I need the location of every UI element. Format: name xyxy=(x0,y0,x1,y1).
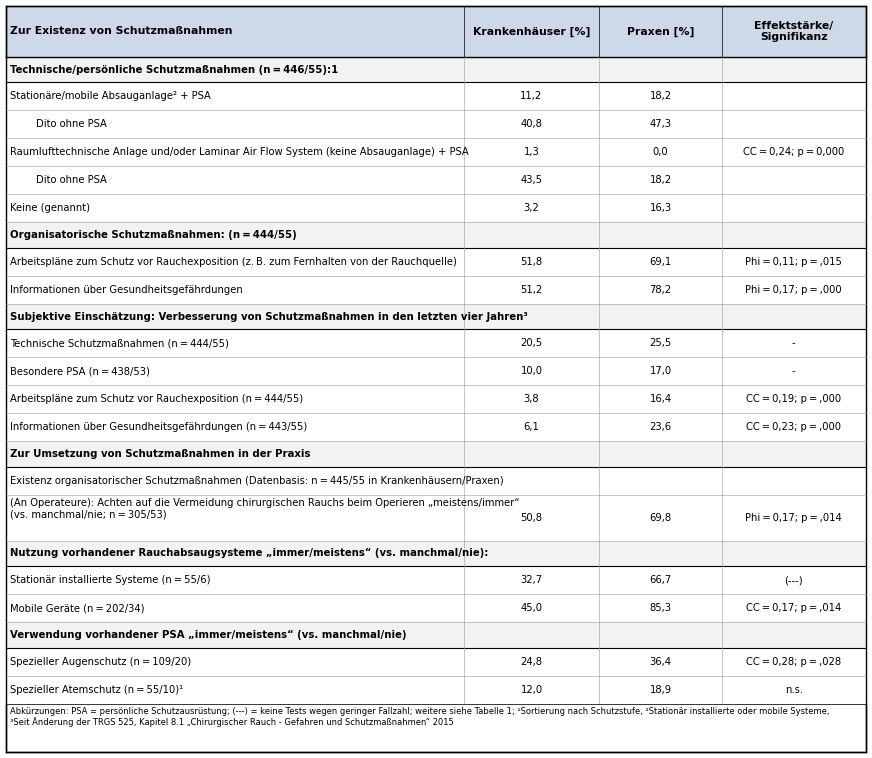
Text: 32,7: 32,7 xyxy=(521,575,542,585)
Text: Zur Existenz von Schutzmaßnahmen: Zur Existenz von Schutzmaßnahmen xyxy=(10,27,233,36)
Bar xyxy=(6,83,866,111)
Text: 3,2: 3,2 xyxy=(523,203,540,214)
Text: 0,0: 0,0 xyxy=(652,147,668,158)
Bar xyxy=(6,467,866,495)
Text: Technische/persönliche Schutzmaßnahmen (n = 446/55):1: Technische/persönliche Schutzmaßnahmen (… xyxy=(10,64,338,74)
Text: Arbeitspläne zum Schutz vor Rauchexposition (n = 444/55): Arbeitspläne zum Schutz vor Rauchexposit… xyxy=(10,394,303,404)
Text: 11,2: 11,2 xyxy=(521,92,542,102)
Bar xyxy=(6,622,866,647)
Text: 25,5: 25,5 xyxy=(650,338,671,349)
Text: 18,2: 18,2 xyxy=(650,92,671,102)
Text: 47,3: 47,3 xyxy=(650,120,671,130)
Text: 24,8: 24,8 xyxy=(521,656,542,666)
Text: Informationen über Gesundheitsgefährdungen: Informationen über Gesundheitsgefährdung… xyxy=(10,285,242,295)
Bar xyxy=(6,441,866,467)
Text: Besondere PSA (n = 438/53): Besondere PSA (n = 438/53) xyxy=(10,366,150,377)
Bar xyxy=(6,703,866,752)
Text: 16,4: 16,4 xyxy=(650,394,671,404)
Text: Verwendung vorhandener PSA „immer/meistens“ (vs. manchmal/nie): Verwendung vorhandener PSA „immer/meiste… xyxy=(10,630,406,640)
Bar xyxy=(6,6,866,57)
Text: 18,9: 18,9 xyxy=(650,684,671,694)
Text: 10,0: 10,0 xyxy=(521,366,542,377)
Text: Technische Schutzmaßnahmen (n = 444/55): Technische Schutzmaßnahmen (n = 444/55) xyxy=(10,338,228,349)
Text: Stationär installierte Systeme (n = 55/6): Stationär installierte Systeme (n = 55/6… xyxy=(10,575,210,585)
Text: Informationen über Gesundheitsgefährdungen (n = 443/55): Informationen über Gesundheitsgefährdung… xyxy=(10,422,307,432)
Bar xyxy=(6,194,866,222)
Text: 20,5: 20,5 xyxy=(521,338,542,349)
Text: CC = 0,24; p = 0,000: CC = 0,24; p = 0,000 xyxy=(743,147,844,158)
Text: CC = 0,28; p = ,028: CC = 0,28; p = ,028 xyxy=(746,656,841,666)
Text: Effektstärke/
Signifikanz: Effektstärke/ Signifikanz xyxy=(754,20,834,42)
Text: Phi = 0,17; p = ,000: Phi = 0,17; p = ,000 xyxy=(746,285,842,295)
Text: Organisatorische Schutzmaßnahmen: (n = 444/55): Organisatorische Schutzmaßnahmen: (n = 4… xyxy=(10,230,296,240)
Text: 45,0: 45,0 xyxy=(521,603,542,613)
Bar xyxy=(6,647,866,675)
Bar xyxy=(6,675,866,703)
Text: 43,5: 43,5 xyxy=(521,175,542,186)
Text: 69,1: 69,1 xyxy=(650,257,671,267)
Text: CC = 0,17; p = ,014: CC = 0,17; p = ,014 xyxy=(746,603,841,613)
Text: (---): (---) xyxy=(785,575,803,585)
Text: Keine (genannt): Keine (genannt) xyxy=(10,203,90,214)
Text: 50,8: 50,8 xyxy=(521,512,542,523)
Text: Spezieller Atemschutz (n = 55/10)¹: Spezieller Atemschutz (n = 55/10)¹ xyxy=(10,684,183,694)
Text: Existenz organisatorischer Schutzmaßnahmen (Datenbasis: n = 445/55 in Krankenhäu: Existenz organisatorischer Schutzmaßnahm… xyxy=(10,476,504,486)
Text: 69,8: 69,8 xyxy=(650,512,671,523)
Bar xyxy=(6,139,866,167)
Text: 51,8: 51,8 xyxy=(521,257,542,267)
Text: 66,7: 66,7 xyxy=(650,575,671,585)
Text: Stationäre/mobile Absauganlage² + PSA: Stationäre/mobile Absauganlage² + PSA xyxy=(10,92,211,102)
Text: -: - xyxy=(792,338,795,349)
Text: Spezieller Augenschutz (n = 109/20): Spezieller Augenschutz (n = 109/20) xyxy=(10,656,191,666)
Bar xyxy=(6,330,866,357)
Text: 78,2: 78,2 xyxy=(650,285,671,295)
Text: CC = 0,19; p = ,000: CC = 0,19; p = ,000 xyxy=(746,394,841,404)
Text: Praxen [%]: Praxen [%] xyxy=(627,27,694,36)
Text: 51,2: 51,2 xyxy=(521,285,542,295)
Text: Raumlufttechnische Anlage und/oder Laminar Air Flow System (keine Absauganlage) : Raumlufttechnische Anlage und/oder Lamin… xyxy=(10,147,469,158)
Bar xyxy=(6,413,866,441)
Bar xyxy=(6,304,866,330)
Bar xyxy=(6,111,866,139)
Text: 6,1: 6,1 xyxy=(523,422,540,432)
Text: Subjektive Einschätzung: Verbesserung von Schutzmaßnahmen in den letzten vier Ja: Subjektive Einschätzung: Verbesserung vo… xyxy=(10,312,528,321)
Text: 12,0: 12,0 xyxy=(521,684,542,694)
Text: Phi = 0,11; p = ,015: Phi = 0,11; p = ,015 xyxy=(746,257,842,267)
Text: 23,6: 23,6 xyxy=(650,422,671,432)
Text: CC = 0,23; p = ,000: CC = 0,23; p = ,000 xyxy=(746,422,841,432)
Text: Abkürzungen: PSA = persönliche Schutzausrüstung; (---) = keine Tests wegen gerin: Abkürzungen: PSA = persönliche Schutzaus… xyxy=(10,706,829,727)
Text: Phi = 0,17; p = ,014: Phi = 0,17; p = ,014 xyxy=(746,512,842,523)
Text: 17,0: 17,0 xyxy=(650,366,671,377)
Text: 40,8: 40,8 xyxy=(521,120,542,130)
Text: Krankenhäuser [%]: Krankenhäuser [%] xyxy=(473,27,590,36)
Text: -: - xyxy=(792,366,795,377)
Bar xyxy=(6,385,866,413)
Text: 3,8: 3,8 xyxy=(524,394,539,404)
Text: Mobile Geräte (n = 202/34): Mobile Geräte (n = 202/34) xyxy=(10,603,145,613)
Text: (An Operateure): Achten auf die Vermeidung chirurgischen Rauchs beim Operieren „: (An Operateure): Achten auf die Vermeidu… xyxy=(10,498,520,519)
Text: Nutzung vorhandener Rauchabsaugsysteme „immer/meistens“ (vs. manchmal/nie):: Nutzung vorhandener Rauchabsaugsysteme „… xyxy=(10,548,488,559)
Text: Dito ohne PSA: Dito ohne PSA xyxy=(36,175,107,186)
Bar xyxy=(6,248,866,276)
Bar xyxy=(6,566,866,594)
Text: Zur Umsetzung von Schutzmaßnahmen in der Praxis: Zur Umsetzung von Schutzmaßnahmen in der… xyxy=(10,449,310,459)
Bar xyxy=(6,276,866,304)
Text: 36,4: 36,4 xyxy=(650,656,671,666)
Text: 1,3: 1,3 xyxy=(523,147,540,158)
Bar xyxy=(6,357,866,385)
Bar xyxy=(6,540,866,566)
Text: Arbeitspläne zum Schutz vor Rauchexposition (z. B. zum Fernhalten von der Rauchq: Arbeitspläne zum Schutz vor Rauchexposit… xyxy=(10,257,457,267)
Text: 18,2: 18,2 xyxy=(650,175,671,186)
Bar xyxy=(6,222,866,248)
Text: 85,3: 85,3 xyxy=(650,603,671,613)
Bar xyxy=(6,495,866,540)
Bar xyxy=(6,594,866,622)
Text: Dito ohne PSA: Dito ohne PSA xyxy=(36,120,107,130)
Bar xyxy=(6,167,866,194)
Text: n.s.: n.s. xyxy=(785,684,803,694)
Text: 16,3: 16,3 xyxy=(650,203,671,214)
Bar xyxy=(6,57,866,83)
